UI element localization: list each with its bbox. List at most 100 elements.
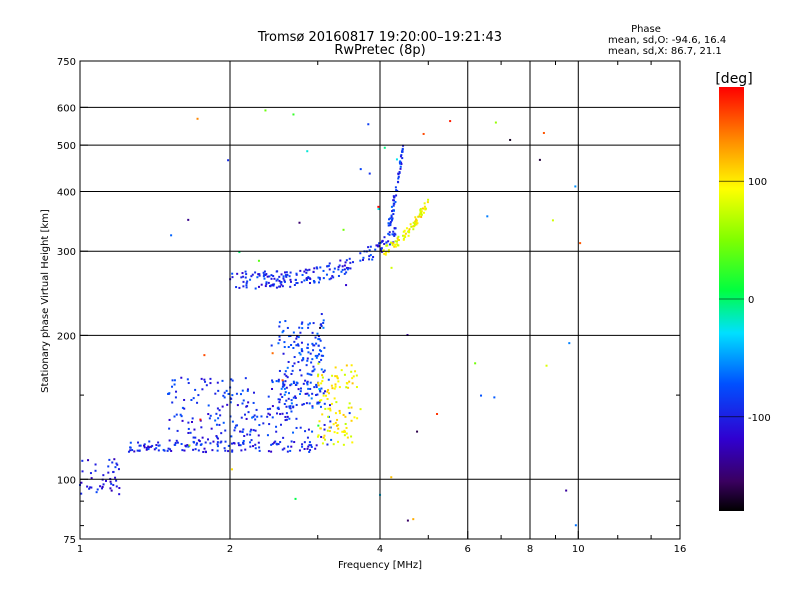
colorbar-tick-label: -100	[748, 413, 771, 424]
echo-point	[153, 448, 156, 451]
echo-point	[200, 426, 203, 429]
echo-point	[109, 480, 112, 483]
echo-point	[320, 325, 323, 328]
stats-title: Phase	[631, 24, 661, 35]
echo-point	[393, 227, 396, 230]
echo-point	[285, 412, 288, 415]
echo-point	[351, 377, 354, 380]
echo-point	[387, 249, 390, 252]
echo-point	[280, 273, 283, 276]
echo-point	[320, 368, 323, 371]
echo-point	[412, 518, 415, 521]
echo-point	[388, 233, 391, 236]
echo-point	[262, 275, 265, 278]
echo-point	[265, 281, 268, 284]
echo-point	[222, 421, 225, 424]
echo-point	[332, 276, 335, 279]
echo-point	[304, 392, 307, 395]
stats-line-x: mean, sd,X: 86.7, 21.1	[608, 46, 722, 57]
echo-point	[287, 397, 290, 400]
y-tick-label: 500	[57, 141, 76, 152]
echo-point	[245, 417, 248, 420]
echo-point	[227, 159, 230, 162]
echo-point	[307, 428, 310, 431]
echo-point	[449, 120, 452, 123]
echo-point	[138, 444, 141, 447]
echo-point	[290, 445, 293, 448]
echo-point	[217, 389, 220, 392]
echo-point	[284, 320, 287, 323]
echo-point	[209, 414, 212, 417]
echo-point	[81, 459, 84, 462]
echo-point	[391, 233, 394, 236]
echo-point	[271, 442, 274, 445]
echo-point	[250, 428, 253, 431]
echo-point	[322, 354, 325, 357]
echo-point	[277, 342, 280, 345]
echo-point	[129, 441, 132, 444]
echo-point	[322, 321, 325, 324]
echo-point	[199, 418, 202, 421]
echo-point	[303, 279, 306, 282]
echo-point	[242, 275, 245, 278]
echo-point	[113, 458, 116, 461]
echo-point	[184, 444, 187, 447]
echo-point	[102, 483, 105, 486]
echo-point	[281, 331, 284, 334]
echo-point	[220, 432, 223, 435]
echo-point	[242, 399, 245, 402]
echo-point	[218, 423, 221, 426]
x-tick-label: 8	[527, 544, 533, 555]
echo-point	[320, 313, 323, 316]
echo-point	[257, 441, 260, 444]
echo-point	[227, 392, 230, 395]
echo-point	[308, 373, 311, 376]
echo-point	[323, 434, 326, 437]
echo-point	[267, 281, 270, 284]
echo-point	[565, 489, 568, 492]
echo-point	[343, 434, 346, 437]
echo-point	[215, 423, 218, 426]
echo-point	[191, 417, 194, 420]
echo-point	[231, 394, 234, 397]
echo-point	[196, 401, 199, 404]
echo-point	[285, 386, 288, 389]
echo-point	[397, 239, 400, 242]
echo-point	[197, 449, 200, 452]
echo-point	[345, 432, 348, 435]
echo-point	[258, 424, 261, 427]
echo-point	[289, 285, 292, 288]
echo-point	[254, 447, 257, 450]
echo-point	[317, 344, 320, 347]
echo-point	[306, 372, 309, 375]
echo-point	[295, 337, 298, 340]
echo-point	[293, 284, 296, 287]
echo-point	[301, 403, 304, 406]
echo-point	[251, 416, 254, 419]
echo-point	[298, 326, 301, 329]
echo-point	[260, 283, 263, 286]
echo-point	[171, 401, 174, 404]
echo-point	[394, 243, 397, 246]
cluster-x-mode-e	[316, 362, 359, 446]
echo-point	[175, 413, 178, 416]
echo-point	[227, 450, 230, 453]
echo-point	[335, 401, 338, 404]
echo-point	[240, 449, 243, 452]
echo-point	[378, 242, 381, 245]
echo-point	[305, 402, 308, 405]
echo-point	[295, 426, 298, 429]
echo-point	[387, 250, 390, 253]
echo-point	[280, 283, 283, 286]
echo-point	[338, 412, 341, 415]
echo-point	[369, 245, 372, 248]
echo-point	[157, 441, 160, 444]
echo-point	[290, 399, 293, 402]
echo-point	[356, 417, 359, 420]
echo-point	[396, 238, 399, 241]
echo-point	[509, 138, 512, 141]
echo-point	[166, 449, 169, 452]
echo-point	[393, 209, 396, 212]
echo-point	[342, 413, 345, 416]
echo-point	[80, 481, 83, 484]
